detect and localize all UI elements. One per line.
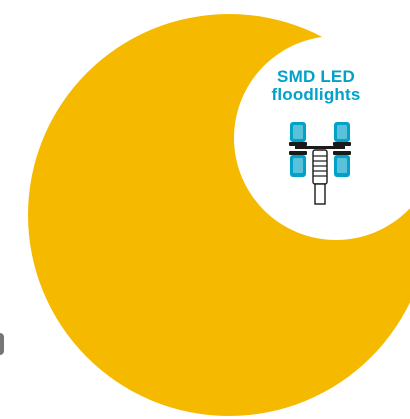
lamp-head-bottom-right-icon xyxy=(333,151,351,177)
badge-title-line-1: SMD LED xyxy=(236,68,396,86)
smd-led-floodlight-icon xyxy=(287,120,353,206)
pole-icon xyxy=(313,150,327,204)
badge-title-line-2: floodlights xyxy=(236,86,396,104)
lamp-head-top-left-icon xyxy=(289,122,307,146)
lamp-head-top-right-icon xyxy=(333,122,351,146)
lamp-head-bottom-left-icon xyxy=(289,151,307,177)
badge-title: SMD LED floodlights xyxy=(236,68,396,104)
edge-fragment xyxy=(0,333,4,355)
crossbar xyxy=(295,146,345,149)
